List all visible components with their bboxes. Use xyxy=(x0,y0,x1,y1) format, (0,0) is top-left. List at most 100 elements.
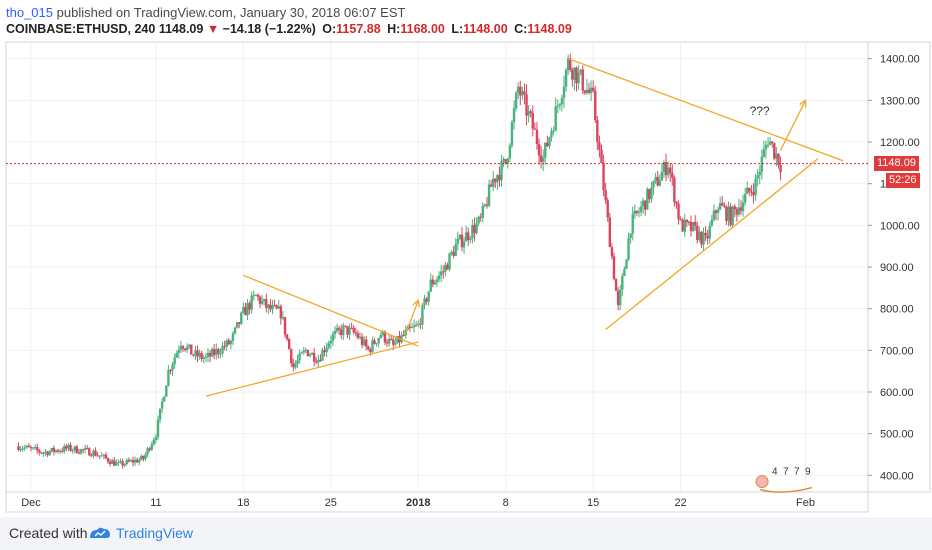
candle-body xyxy=(683,219,686,232)
candle-body xyxy=(385,342,389,344)
candle-body xyxy=(460,234,464,248)
candle-body xyxy=(331,334,335,341)
candle-body xyxy=(125,460,128,465)
candle-body xyxy=(292,363,295,368)
price-change: −14.18 (−1.22%) xyxy=(222,22,316,36)
tradingview-logo-icon xyxy=(88,524,112,547)
trendline xyxy=(205,341,419,397)
candle-body xyxy=(541,157,545,162)
candle-body xyxy=(350,327,353,329)
ohlc-line: COINBASE:ETHUSD, 240 1148.09 ▼ −14.18 (−… xyxy=(6,22,572,36)
candle-body xyxy=(371,340,374,353)
y-tick-label: 800.00 xyxy=(880,304,914,316)
candle-body xyxy=(668,167,672,173)
x-tick-label: 18 xyxy=(237,497,249,509)
candle-body xyxy=(589,87,593,94)
candle-body xyxy=(656,176,659,186)
candle-body xyxy=(481,205,485,218)
candle-body xyxy=(718,203,722,210)
candle-body xyxy=(63,446,66,452)
candle-body xyxy=(725,206,728,222)
candle-body xyxy=(675,202,678,204)
candle-body xyxy=(527,111,530,116)
candle-body xyxy=(121,461,124,466)
candle-body xyxy=(375,343,378,345)
candle-body xyxy=(554,106,557,131)
candle-body xyxy=(746,187,749,194)
candle-body xyxy=(285,334,289,340)
candle-body xyxy=(131,460,135,463)
candle-body xyxy=(192,354,195,356)
candle-body xyxy=(254,294,258,296)
candle-body xyxy=(260,300,264,304)
candle-body xyxy=(154,437,158,440)
candle-body xyxy=(81,449,85,451)
candle-body xyxy=(454,244,457,256)
candle-body xyxy=(708,225,711,239)
candle-body xyxy=(387,338,391,344)
candle-body xyxy=(477,216,480,224)
candle-body xyxy=(312,352,316,362)
candle-body xyxy=(233,327,237,334)
candle-body xyxy=(425,298,428,302)
trendline xyxy=(605,158,819,331)
candle-body xyxy=(469,238,472,240)
candle-body xyxy=(58,450,62,452)
candle-body xyxy=(502,159,505,162)
candle-body xyxy=(196,350,199,357)
candle-body xyxy=(633,210,637,214)
candle-body xyxy=(758,171,761,176)
candle-body xyxy=(439,271,443,276)
candle-body xyxy=(27,445,31,448)
author-link[interactable]: tho_015 xyxy=(6,5,53,20)
candle-body xyxy=(86,448,89,450)
candle-body xyxy=(737,207,741,215)
candle-body xyxy=(229,340,233,345)
candle-body xyxy=(36,447,39,451)
trend-arrow-head xyxy=(412,299,420,308)
footer-bar: Created with TradingView xyxy=(0,517,932,550)
candle-body xyxy=(367,346,370,350)
candle-body xyxy=(148,448,151,450)
candle-body xyxy=(446,264,449,270)
tradingview-link[interactable]: TradingView xyxy=(116,525,194,541)
candle-body xyxy=(165,385,168,397)
price-chart[interactable]: 400.00 500.00 600.00 700.00 800.00 900.00 1000… xyxy=(0,0,932,517)
candle-body xyxy=(115,462,118,466)
candle-body xyxy=(500,161,503,181)
candle-body xyxy=(54,450,58,452)
candle-body xyxy=(731,206,734,225)
candle-body xyxy=(75,446,78,453)
candle-body xyxy=(65,446,68,449)
candle-body xyxy=(31,447,35,449)
candle-body xyxy=(494,178,497,183)
candle-body xyxy=(44,451,47,453)
candle-body xyxy=(100,455,103,457)
candle-body xyxy=(544,142,547,158)
last-price-tag: 1148.09 xyxy=(874,155,919,171)
candle-body xyxy=(562,86,566,98)
candle-body xyxy=(321,350,324,361)
candle-body xyxy=(606,200,609,218)
candle-body xyxy=(529,111,532,113)
candle-body xyxy=(221,345,224,354)
candle-body xyxy=(750,191,753,193)
candle-body xyxy=(704,232,707,236)
candle-body xyxy=(69,444,72,451)
candle-body xyxy=(679,219,682,221)
candle-body xyxy=(775,153,778,159)
candle-body xyxy=(204,356,208,359)
candle-body xyxy=(379,334,382,338)
candle-body xyxy=(496,175,499,183)
candle-body xyxy=(333,331,337,335)
candle-body xyxy=(396,336,399,344)
trend-arrow xyxy=(779,100,807,151)
y-tick-label: 1300.00 xyxy=(880,95,920,107)
candle-body xyxy=(283,317,287,335)
high-label: H: xyxy=(387,22,401,36)
candle-body xyxy=(240,312,243,324)
candle-body xyxy=(575,67,578,84)
candle-body xyxy=(414,324,418,326)
candle-body xyxy=(623,268,626,277)
candle-body xyxy=(308,354,312,357)
